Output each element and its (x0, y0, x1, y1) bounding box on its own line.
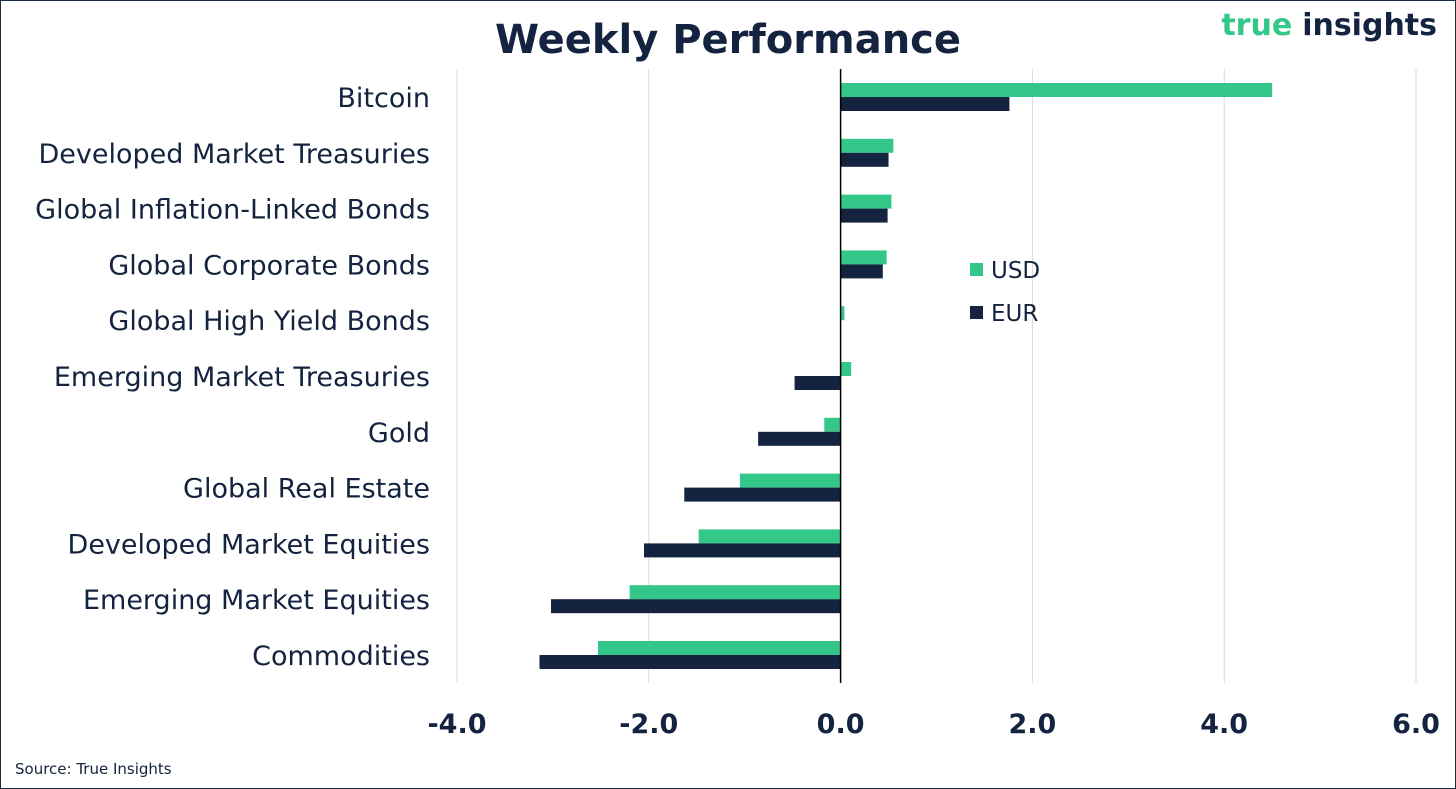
category-label: Emerging Market Equities (83, 585, 430, 616)
legend-label-usd: USD (991, 258, 1040, 284)
legend-swatch-usd (970, 263, 983, 276)
bar-eur (644, 543, 841, 558)
bar-usd (824, 417, 841, 432)
category-label: Global High Yield Bonds (108, 306, 430, 337)
x-tick-label: 0.0 (817, 709, 865, 740)
bar-eur (684, 487, 841, 502)
category-label: Global Corporate Bonds (108, 250, 430, 281)
bar-usd (840, 362, 852, 376)
x-tick-label: 2.0 (1008, 709, 1056, 740)
bar-eur (758, 431, 841, 446)
category-label: Developed Market Equities (68, 529, 430, 560)
category-labels: Bitcoin Developed Market Treasuries Global… (35, 83, 430, 672)
bar-usd (840, 138, 894, 153)
bar-usd (840, 194, 892, 209)
legend-swatch-eur (970, 306, 983, 319)
bar-usd (840, 83, 1273, 97)
bar-eur (840, 152, 889, 167)
x-tick-label: 4.0 (1200, 709, 1248, 740)
category-label: Global Real Estate (183, 474, 430, 505)
gridlines (456, 69, 1417, 683)
bar-eur (840, 264, 883, 279)
bar-usd (597, 641, 841, 655)
category-label: Gold (368, 418, 430, 449)
bars (539, 83, 1273, 669)
x-tick-labels: -4.0 -2.0 0.0 2.0 4.0 6.0 (427, 709, 1439, 740)
x-tick-label: -4.0 (427, 709, 486, 740)
x-tick-label: 6.0 (1392, 709, 1440, 740)
bar-usd (698, 529, 841, 544)
brand-insights: insights (1302, 8, 1437, 43)
category-label: Bitcoin (337, 83, 430, 114)
category-label: Commodities (252, 641, 430, 672)
bar-eur (840, 97, 1010, 111)
legend-label-eur: EUR (991, 301, 1038, 327)
category-label: Developed Market Treasuries (38, 139, 430, 170)
brand-true: true (1221, 8, 1292, 43)
bar-eur (794, 376, 841, 390)
category-label: Emerging Market Treasuries (54, 362, 430, 393)
legend: USD EUR (970, 258, 1040, 327)
bar-usd (840, 250, 887, 265)
source-note: Source: True Insights (15, 760, 172, 778)
bar-eur (539, 655, 841, 669)
category-label: Global Inflation-Linked Bonds (35, 195, 430, 226)
bar-eur (840, 208, 888, 223)
chart-title: Weekly Performance (495, 17, 961, 63)
bar-usd (629, 585, 841, 600)
bar-eur (550, 599, 841, 614)
brand-logo: true insights (1221, 8, 1437, 43)
bar-usd (840, 306, 845, 321)
bar-usd (739, 473, 841, 488)
x-tick-label: -2.0 (619, 709, 678, 740)
